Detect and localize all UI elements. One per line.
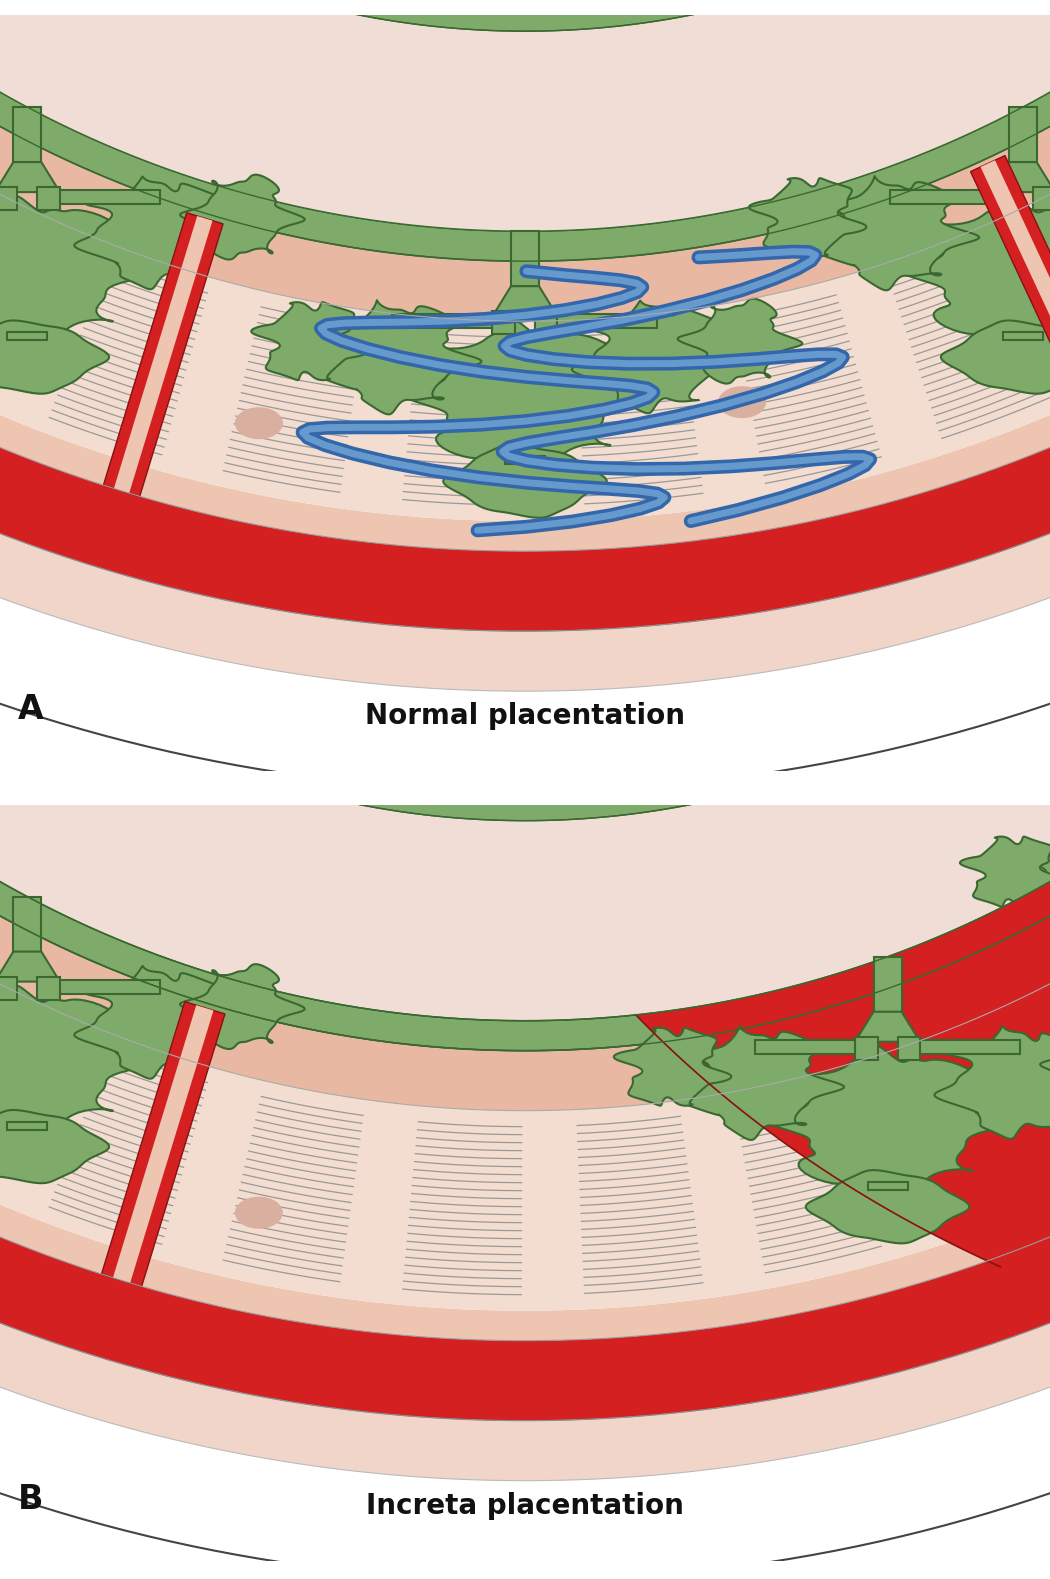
Polygon shape [901,196,1050,349]
Polygon shape [675,1026,844,1140]
Polygon shape [970,156,1050,429]
Polygon shape [0,952,60,982]
Polygon shape [0,505,1050,1110]
Polygon shape [0,163,60,193]
Text: Increta placentation: Increta placentation [366,1492,684,1519]
Polygon shape [855,1037,878,1060]
Polygon shape [1009,107,1036,163]
Polygon shape [0,0,1050,521]
Text: B: B [18,1483,43,1516]
Polygon shape [0,690,1050,1481]
Polygon shape [805,1170,969,1243]
Polygon shape [0,0,1050,551]
Polygon shape [0,720,1050,1579]
Polygon shape [1032,186,1050,210]
Polygon shape [636,486,1050,1266]
Polygon shape [920,1039,1020,1053]
Polygon shape [677,298,802,384]
Polygon shape [558,314,657,328]
Polygon shape [75,177,243,289]
Polygon shape [990,163,1050,193]
Polygon shape [941,321,1050,393]
Polygon shape [0,0,1050,891]
Polygon shape [14,897,41,952]
Polygon shape [313,300,482,414]
Polygon shape [981,159,1050,425]
Polygon shape [443,445,607,518]
Polygon shape [0,535,1050,1311]
Polygon shape [0,976,18,1000]
Polygon shape [113,1006,213,1284]
Polygon shape [1015,835,1050,938]
Polygon shape [755,1039,855,1053]
Polygon shape [0,355,1050,791]
Polygon shape [403,321,647,472]
Polygon shape [960,837,1050,906]
Polygon shape [614,1028,732,1105]
Polygon shape [7,332,47,339]
Polygon shape [934,1026,1050,1138]
Text: Normal placentation: Normal placentation [365,703,685,729]
Polygon shape [0,0,1050,632]
Polygon shape [492,311,514,335]
Polygon shape [890,189,990,204]
Polygon shape [0,390,1050,1020]
Polygon shape [38,976,60,1000]
Polygon shape [113,216,212,493]
Polygon shape [181,175,304,259]
Polygon shape [0,0,1050,261]
Polygon shape [536,311,558,335]
Polygon shape [855,1012,920,1042]
Polygon shape [393,314,492,328]
Polygon shape [0,491,1050,1050]
Polygon shape [102,1001,225,1287]
Polygon shape [103,213,223,496]
Ellipse shape [718,387,766,418]
Polygon shape [492,286,558,316]
Polygon shape [0,321,109,393]
Polygon shape [0,636,1050,1341]
Polygon shape [0,0,1050,321]
Polygon shape [0,196,149,349]
Ellipse shape [235,1197,282,1228]
Polygon shape [0,651,1050,1421]
Polygon shape [14,107,41,163]
Polygon shape [811,177,979,291]
Polygon shape [867,1181,907,1189]
Polygon shape [505,456,545,464]
Polygon shape [251,302,369,381]
Polygon shape [1003,332,1043,339]
Polygon shape [0,186,18,210]
Polygon shape [60,979,160,993]
Polygon shape [874,957,902,1012]
Polygon shape [38,186,60,210]
Polygon shape [766,1045,1009,1198]
Polygon shape [0,0,1050,32]
Ellipse shape [235,407,282,439]
Polygon shape [75,966,243,1078]
Polygon shape [1041,1025,1050,1108]
Polygon shape [0,1110,109,1183]
Text: A: A [18,693,44,726]
Polygon shape [0,985,149,1138]
Polygon shape [60,189,160,204]
Polygon shape [7,1121,47,1129]
Polygon shape [511,231,539,286]
Polygon shape [749,178,866,256]
Polygon shape [181,965,304,1048]
Polygon shape [898,1037,920,1060]
Polygon shape [572,300,740,414]
Polygon shape [0,0,1050,231]
Polygon shape [990,186,1012,210]
Polygon shape [0,0,1050,692]
Polygon shape [0,376,1050,821]
